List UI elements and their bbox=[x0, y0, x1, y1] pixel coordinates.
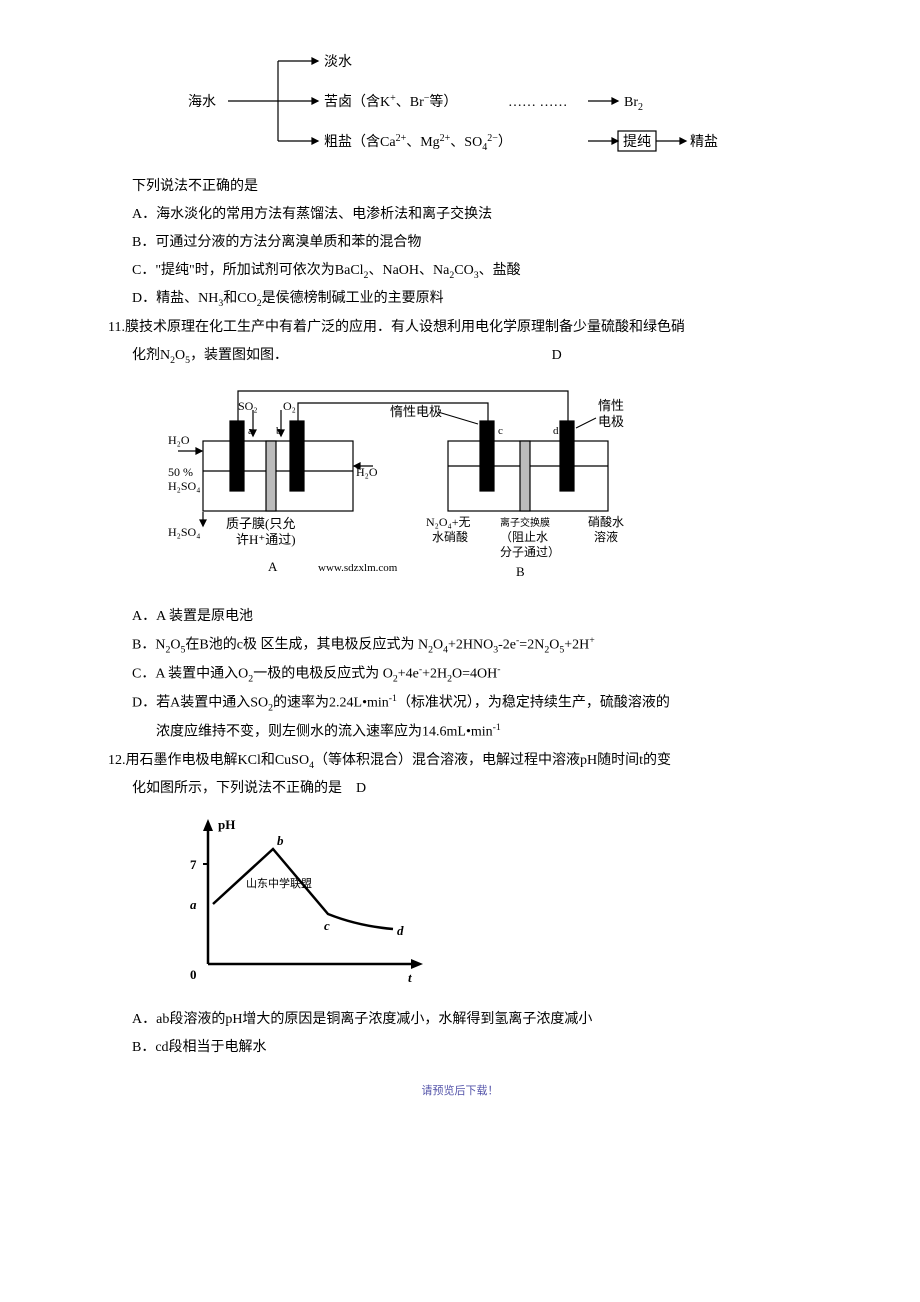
q11-C: C．A 装置中通入O2一极的电极反应式为 O2+4e-+2H2O=4OH- bbox=[108, 660, 812, 689]
q11-A: A．A 装置是原电池 bbox=[108, 603, 812, 631]
svg-text:水硝酸: 水硝酸 bbox=[432, 529, 468, 544]
svg-text:电极: 电极 bbox=[598, 414, 624, 429]
svg-text:山东中学联盟: 山东中学联盟 bbox=[246, 876, 312, 890]
svg-text:c: c bbox=[498, 425, 503, 437]
svg-text:离子交换膜: 离子交换膜 bbox=[500, 516, 550, 529]
q10-B: B．可通过分液的方法分离溴单质和苯的混合物 bbox=[108, 229, 812, 257]
svg-text:H₂SO₄: H₂SO₄ bbox=[168, 525, 200, 539]
q11-stem-1: 11.膜技术原理在化工生产中有着广泛的应用．有人设想利用电化学原理制备少量硫酸和… bbox=[108, 314, 812, 342]
q12-answer: D bbox=[356, 781, 366, 796]
svg-text:许H⁺通过): 许H⁺通过) bbox=[236, 532, 296, 547]
svg-text:a: a bbox=[248, 425, 253, 437]
q10-C: C．"提纯"时，所加试剂可依次为BaCl2、NaOH、Na2CO3、盐酸 bbox=[108, 257, 812, 285]
apparatus-diagram: H₂O SO₂ O₂ a b 50 % H₂SO₄ H₂O H₂SO₄ 质子膜(… bbox=[168, 376, 812, 597]
svg-text:惰性: 惰性 bbox=[598, 398, 624, 413]
q11-stem-2: 化剂N2O5，装置图如图． D bbox=[108, 342, 812, 370]
q10-intro: 下列说法不正确的是 bbox=[108, 173, 812, 201]
svg-text:b: b bbox=[276, 425, 282, 437]
svg-text:d: d bbox=[397, 923, 404, 938]
svg-text:d: d bbox=[553, 425, 559, 437]
svg-text:提纯: 提纯 bbox=[623, 134, 651, 150]
svg-text:50 %: 50 % bbox=[168, 465, 193, 479]
svg-text:淡水: 淡水 bbox=[324, 54, 352, 70]
svg-text:0: 0 bbox=[190, 967, 197, 982]
svg-text:H₂O: H₂O bbox=[356, 465, 378, 479]
svg-text:Br2: Br2 bbox=[624, 95, 643, 113]
q11-D-1: D．若A装置中通入SO2的速率为2.24L•min-1（标准状况），为稳定持续生… bbox=[108, 689, 812, 718]
svg-text:苦卤（含K+、Br−等）: 苦卤（含K+、Br−等） bbox=[324, 93, 457, 110]
svg-text:N₂O₄+无: N₂O₄+无 bbox=[426, 515, 470, 529]
q11-answer: D bbox=[552, 342, 562, 370]
svg-text:H₂SO₄: H₂SO₄ bbox=[168, 479, 200, 493]
q12-A: A．ab段溶液的pH增大的原因是铜离子浓度减小，水解得到氢离子浓度减小 bbox=[108, 1006, 812, 1034]
svg-text:…… ……: …… …… bbox=[508, 95, 568, 110]
svg-text:t: t bbox=[408, 970, 412, 985]
svg-text:分子通过）: 分子通过） bbox=[500, 545, 560, 559]
svg-text:www.sdzxlm.com: www.sdzxlm.com bbox=[318, 562, 398, 574]
q10-A: A．海水淡化的常用方法有蒸馏法、电渗析法和离子交换法 bbox=[108, 201, 812, 229]
svg-text:O₂: O₂ bbox=[283, 399, 296, 413]
svg-text:硝酸水: 硝酸水 bbox=[588, 514, 624, 529]
svg-text:（阻止水: （阻止水 bbox=[500, 530, 548, 544]
q11-B: B．N2O5在B池的c极 区生成，其电极反应式为 N2O4+2HNO3-2e-=… bbox=[108, 631, 812, 660]
svg-text:b: b bbox=[277, 833, 284, 848]
svg-text:B: B bbox=[516, 564, 525, 579]
svg-text:精盐: 精盐 bbox=[690, 134, 718, 150]
svg-text:SO₂: SO₂ bbox=[238, 399, 258, 413]
svg-text:惰性电极: 惰性电极 bbox=[390, 404, 442, 419]
q10-D: D．精盐、NH3和CO2是侯德榜制碱工业的主要原料 bbox=[108, 285, 812, 313]
svg-text:c: c bbox=[324, 918, 330, 933]
svg-text:a: a bbox=[190, 897, 197, 912]
q12-stem-2: 化如图所示，下列说法不正确的是 D bbox=[108, 775, 812, 803]
svg-text:溶液: 溶液 bbox=[594, 529, 618, 544]
footer-text: 请预览后下载！ bbox=[108, 1080, 812, 1102]
q11-D-2: 浓度应维持不变，则左侧水的流入速率应为14.6mL•min-1 bbox=[108, 718, 812, 747]
seawater-diagram: 海水 淡水 苦卤（含K+、Br−等） …… …… Br2 粗盐（含Ca2+、Mg… bbox=[168, 46, 812, 167]
svg-text:7: 7 bbox=[190, 857, 197, 872]
svg-text:A: A bbox=[268, 559, 278, 574]
svg-text:pH: pH bbox=[218, 817, 235, 832]
q12-B: B．cd段相当于电解水 bbox=[108, 1034, 812, 1062]
ph-chart: 7 a 0 pH t b c d 山东中学联盟 bbox=[168, 809, 812, 1000]
svg-text:粗盐（含Ca2+、Mg2+、SO42−）: 粗盐（含Ca2+、Mg2+、SO42−） bbox=[324, 133, 512, 153]
svg-text:H₂O: H₂O bbox=[168, 433, 190, 447]
svg-text:质子膜(只允: 质子膜(只允 bbox=[226, 516, 295, 531]
q12-stem-1: 12.用石墨作电极电解KCl和CuSO4（等体积混合）混合溶液，电解过程中溶液p… bbox=[108, 747, 812, 775]
seawater-label: 海水 bbox=[188, 94, 216, 110]
